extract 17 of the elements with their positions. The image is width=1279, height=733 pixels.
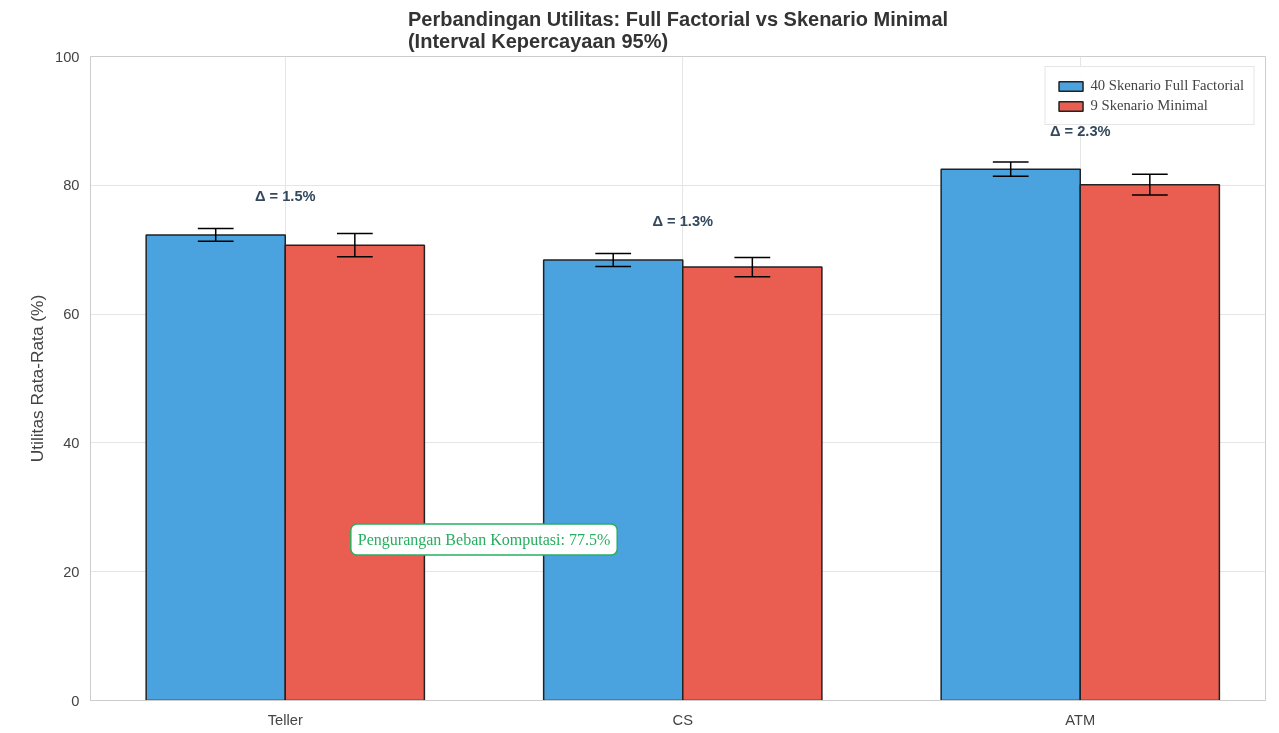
y-tick-label: 60	[63, 306, 80, 323]
y-tick-label: 0	[71, 692, 80, 709]
y-tick-label: 40	[63, 434, 80, 451]
annotation: Δ = 2.3%	[1049, 122, 1111, 139]
y-tick-label: 80	[63, 177, 80, 194]
annotation: Δ = 1.5%	[254, 188, 316, 205]
annotation: Δ = 1.3%	[652, 213, 714, 230]
x-tick-label: Teller	[267, 711, 303, 728]
legend-label: 9 Skenario Minimal	[1090, 97, 1208, 114]
y-tick-label: 100	[55, 48, 80, 65]
y-axis-title: Utilitas Rata-Rata (%)	[27, 294, 48, 463]
annotation: Pengurangan Beban Komputasi: 77.5%	[357, 531, 611, 549]
x-tick-label: ATM	[1065, 711, 1096, 728]
x-tick-label: CS	[672, 711, 694, 728]
chart-title: Perbandingan Utilitas: Full Factorial vs Skenario Minimal (Interval Kepercayaan 95%)	[407, 7, 949, 52]
y-tick-label: 20	[63, 563, 80, 580]
legend-label: 40 Skenario Full Factorial	[1090, 77, 1244, 94]
